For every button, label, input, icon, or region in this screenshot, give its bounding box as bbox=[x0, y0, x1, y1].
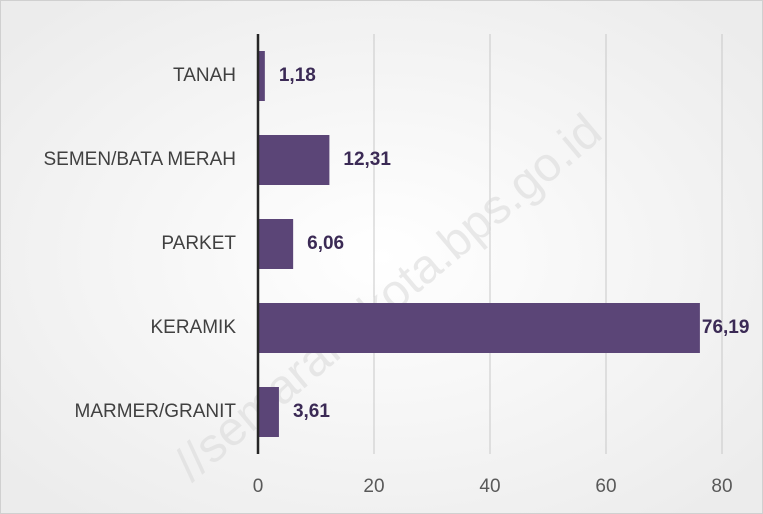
y-tick-label: KERAMIK bbox=[150, 317, 236, 338]
data-label: 76,19 bbox=[702, 317, 750, 338]
y-tick-label: TANAH bbox=[173, 65, 236, 86]
data-label: 1,18 bbox=[279, 65, 316, 86]
x-tick-label: 20 bbox=[363, 476, 384, 497]
data-label: 6,06 bbox=[307, 233, 344, 254]
data-label: 12,31 bbox=[343, 149, 391, 170]
bar bbox=[258, 219, 294, 269]
y-tick-label: SEMEN/BATA MERAH bbox=[44, 149, 237, 170]
bar bbox=[258, 135, 330, 185]
bar bbox=[258, 303, 700, 353]
y-tick-label: MARMER/GRANIT bbox=[75, 401, 237, 422]
y-tick-label: PARKET bbox=[161, 233, 236, 254]
x-tick-label: 60 bbox=[595, 476, 616, 497]
data-label: 3,61 bbox=[293, 401, 330, 422]
x-tick-label: 40 bbox=[479, 476, 500, 497]
x-tick-label: 80 bbox=[711, 476, 732, 497]
x-tick-label: 0 bbox=[253, 476, 264, 497]
bar bbox=[258, 51, 265, 101]
bar bbox=[258, 387, 279, 437]
